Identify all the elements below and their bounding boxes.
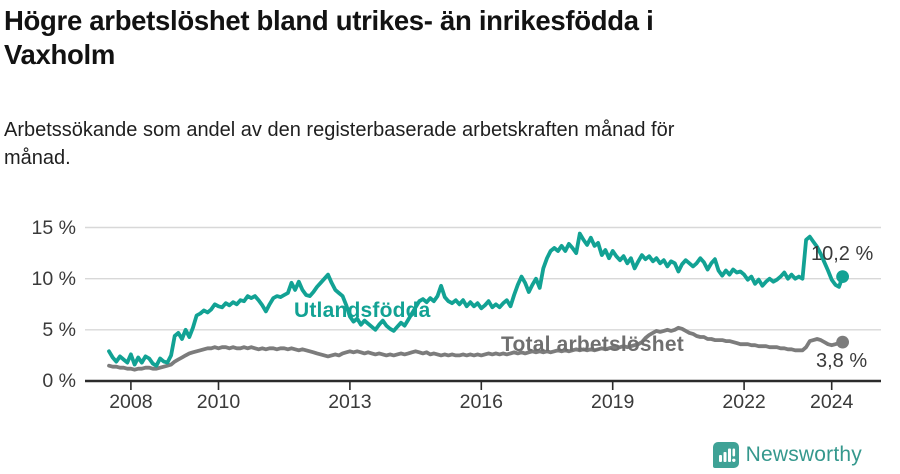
x-axis-tick-label: 2013 <box>328 391 372 413</box>
y-axis-tick-label: 15 % <box>31 216 76 239</box>
y-axis-tick-label: 5 % <box>42 318 76 341</box>
x-axis-ticks <box>130 381 833 390</box>
chart-subtitle: Arbetssökande som andel av den registerb… <box>4 119 675 169</box>
newsworthy-logo-text: Newsworthy <box>745 443 862 466</box>
x-axis-tick-label: 2022 <box>722 391 766 413</box>
series-end-dot <box>836 335 849 349</box>
x-axis-tick-label: 2010 <box>196 391 241 413</box>
series-label-utlandsfodda: Utlandsfödda <box>294 299 431 322</box>
x-axis-tick-label: 2008 <box>109 391 153 413</box>
x-axis-tick-label: 2019 <box>590 391 635 413</box>
series-line-total-arbetsl-shet <box>107 325 845 372</box>
chart-series <box>107 231 849 372</box>
newsworthy-branding: Newsworthy <box>712 442 862 468</box>
x-axis-tick-label: 2016 <box>459 391 503 413</box>
end-value-label-total: 3,8 % <box>816 350 868 372</box>
end-value-label-utlandsfodda: 10,2 % <box>811 243 874 265</box>
series-label-total: Total arbetslöshet <box>501 333 684 356</box>
newsworthy-logo-icon <box>712 442 739 468</box>
series-end-dot <box>836 270 849 283</box>
y-axis-tick-label: 0 % <box>42 370 76 392</box>
page-title: Högre arbetslöshet bland utrikes- än inr… <box>4 5 654 71</box>
x-axis-tick-label: 2024 <box>809 391 854 413</box>
gridlines <box>85 226 881 383</box>
y-axis-tick-label: 10 % <box>31 267 76 290</box>
series-line-utlandsf-dda <box>107 231 845 368</box>
